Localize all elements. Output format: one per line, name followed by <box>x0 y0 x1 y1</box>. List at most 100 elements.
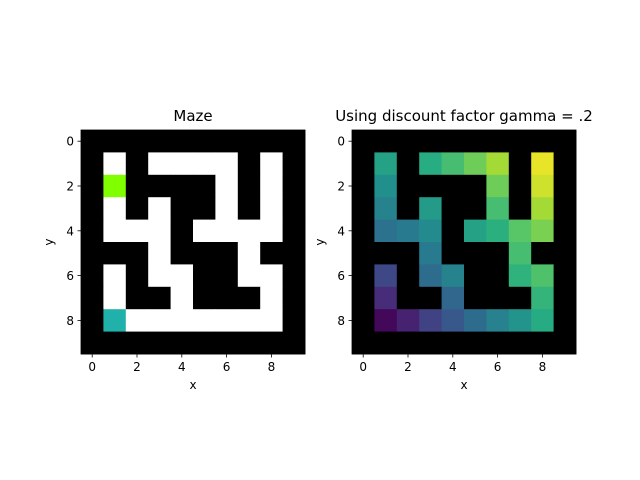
heatmap-cell <box>441 174 465 198</box>
x-tick-label: 2 <box>404 360 412 374</box>
heatmap-cell <box>374 174 398 198</box>
heatmap-cell <box>170 242 194 265</box>
heatmap-cell <box>282 286 306 310</box>
heatmap-cell <box>553 309 577 332</box>
heatmap-cell <box>125 331 149 355</box>
heatmap-cell <box>260 286 283 310</box>
y-tick-label: 6 <box>337 269 345 283</box>
heatmap-cell <box>103 309 127 332</box>
heatmap-cell <box>125 219 149 243</box>
heatmap-cell <box>125 286 149 310</box>
heatmap-cell <box>486 130 510 153</box>
heatmap-cell <box>419 174 442 198</box>
heatmap-cell <box>374 219 398 243</box>
heatmap-cell <box>374 331 398 355</box>
heatmap-cell <box>464 264 487 288</box>
heatmap-cell <box>170 219 194 243</box>
heatmap-cell <box>170 174 194 198</box>
heatmap-cell <box>237 174 261 198</box>
heatmap-cell <box>508 309 532 332</box>
heatmap-cell <box>215 130 239 153</box>
y-tick-label: 2 <box>66 180 74 194</box>
maze-panel: 0 2 4 6 8 0 2 4 6 8 Maze x y <box>42 107 306 392</box>
heatmap-cell <box>81 264 104 288</box>
heatmap-cell <box>282 197 306 220</box>
heatmap-cell <box>508 264 532 288</box>
heatmap-cell <box>193 219 216 243</box>
heatmap-cell <box>508 152 532 176</box>
heatmap-cell <box>282 331 306 355</box>
heatmap-cell <box>464 331 487 355</box>
heatmap-cell <box>215 309 239 332</box>
heatmap-cell <box>553 130 577 153</box>
heatmap-cell <box>553 242 577 265</box>
heatmap-cell <box>396 197 420 220</box>
heatmap-cell <box>419 219 442 243</box>
heatmap-cell <box>531 152 554 176</box>
heatmap-cell <box>237 197 261 220</box>
heatmap-cell <box>103 331 127 355</box>
heatmap-cell <box>237 152 261 176</box>
heatmap-cell <box>441 130 465 153</box>
heatmap-cell <box>374 197 398 220</box>
x-tick-label: 6 <box>223 360 231 374</box>
y-tick-label: 8 <box>337 314 345 328</box>
heatmap-cell <box>419 130 442 153</box>
y-axis-label: y <box>42 238 56 245</box>
heatmap-cell <box>531 264 554 288</box>
heatmap-cell <box>282 264 306 288</box>
chart-title: Using discount factor gamma = .2 <box>335 107 593 125</box>
heatmap-cell <box>553 174 577 198</box>
heatmap-cell <box>508 286 532 310</box>
heatmap-cell <box>103 286 127 310</box>
x-tick-label: 4 <box>449 360 457 374</box>
heatmap-cell <box>260 219 283 243</box>
heatmap-cell <box>374 264 398 288</box>
heatmap-cell <box>282 242 306 265</box>
heatmap-cell <box>193 286 216 310</box>
heatmap-cell <box>125 309 149 332</box>
heatmap-cell <box>170 286 194 310</box>
heatmap-cell <box>103 219 127 243</box>
heatmap-cell <box>396 130 420 153</box>
heatmap-cell <box>464 197 487 220</box>
heatmap-cell <box>441 309 465 332</box>
heatmap-cell <box>260 197 283 220</box>
heatmap-cell <box>531 286 554 310</box>
heatmap-cell <box>260 174 283 198</box>
heatmap-cell <box>352 286 375 310</box>
y-axis-label: y <box>313 238 327 245</box>
heatmap-cell <box>282 219 306 243</box>
heatmap-cell <box>81 152 104 176</box>
heatmap-cell <box>486 286 510 310</box>
value-panel: 0 2 4 6 8 0 2 4 6 8 Using discount factor gamma = … <box>313 107 593 392</box>
x-tick-label: 8 <box>539 360 547 374</box>
heatmap-cell <box>553 152 577 176</box>
heatmap-cell <box>148 309 171 332</box>
heatmap-cell <box>464 309 487 332</box>
heatmap-cell <box>352 197 375 220</box>
heatmap-cell <box>441 264 465 288</box>
heatmap-cell <box>352 174 375 198</box>
y-tick-label: 2 <box>337 180 345 194</box>
heatmap-cell <box>81 331 104 355</box>
heatmap-cell <box>486 197 510 220</box>
heatmap-cell <box>193 174 216 198</box>
x-tick-label: 2 <box>133 360 141 374</box>
heatmap-cell <box>553 286 577 310</box>
heatmap-cell <box>103 174 127 198</box>
heatmap-cell <box>237 242 261 265</box>
heatmap-cell <box>553 331 577 355</box>
y-tick-label: 8 <box>66 314 74 328</box>
heatmap-cell <box>260 331 283 355</box>
heatmap-cell <box>125 152 149 176</box>
heatmap-cell <box>396 242 420 265</box>
heatmap-cell <box>282 152 306 176</box>
heatmap-cell <box>148 242 171 265</box>
heatmap-cell <box>486 219 510 243</box>
axes-frame <box>80 129 306 355</box>
x-axis-label: x <box>460 378 467 392</box>
heatmap-cell <box>553 219 577 243</box>
heatmap-cell <box>237 331 261 355</box>
heatmap-cell <box>215 219 239 243</box>
